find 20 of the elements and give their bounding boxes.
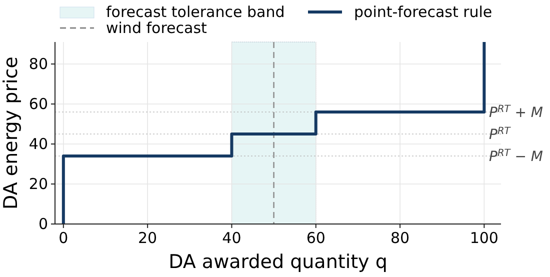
y-tick-label: 60	[28, 95, 48, 113]
x-tick-label: 80	[390, 229, 410, 247]
x-tick-label: 40	[222, 229, 242, 247]
y-tick-label: 0	[38, 215, 48, 233]
legend-label: wind forecast	[106, 19, 208, 37]
x-tick-label: 100	[470, 229, 498, 247]
legend-label: forecast tolerance band	[106, 3, 285, 21]
x-tick-label: 0	[58, 229, 68, 247]
x-axis-title: DA awarded quantity q	[168, 251, 388, 273]
y-tick-label: 20	[28, 175, 48, 193]
x-tick-label: 60	[306, 229, 326, 247]
ref-line-label: P$^{RT}$ + M	[489, 104, 543, 121]
y-axis-title: DA energy price	[0, 56, 22, 210]
ref-line-label: P$^{RT}$	[489, 126, 512, 143]
ref-line-label: P$^{RT}$ − M	[489, 148, 543, 165]
legend-label: point-forecast rule	[354, 3, 492, 21]
y-tick-label: 80	[28, 55, 48, 73]
x-tick-label: 20	[138, 229, 158, 247]
line-series	[62, 40, 486, 226]
y-tick-label: 40	[28, 135, 48, 153]
